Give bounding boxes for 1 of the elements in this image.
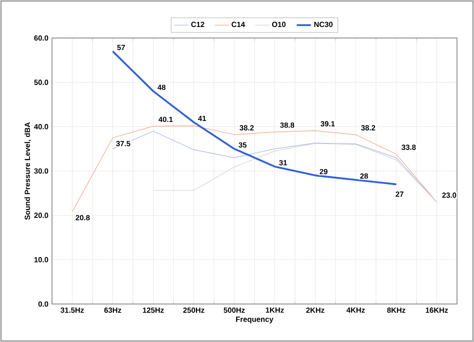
line-series — [152, 143, 438, 202]
